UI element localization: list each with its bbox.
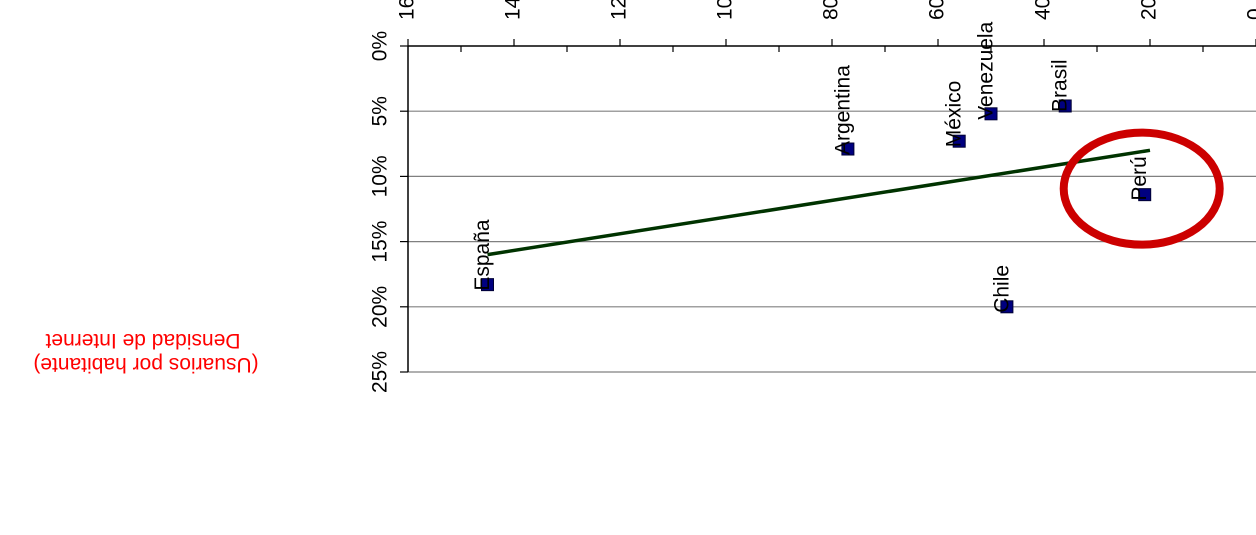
- data-point: [984, 107, 998, 121]
- x-tick-label: 10000: [714, 0, 737, 20]
- x-tick-label: 14000: [502, 0, 525, 20]
- data-point: [481, 278, 494, 292]
- y-tick-label: 20%: [369, 286, 392, 328]
- data-point: [1138, 188, 1152, 202]
- axes: [400, 39, 1256, 373]
- point-label: Perú: [1128, 156, 1151, 200]
- x-tick-label: 2000: [1138, 0, 1161, 20]
- point-label: Brasil: [1049, 59, 1072, 112]
- highlight-ellipse: [1059, 128, 1224, 249]
- y-tick-label: 0%: [369, 31, 392, 61]
- chart-rotated-frame: 0 2000 4000 6000 8000 10000 12000 14000 16000 0%…: [33, 0, 1256, 393]
- x-tick-label: 8000: [820, 0, 843, 20]
- trendline: [487, 148, 1151, 257]
- point-label: España: [471, 219, 494, 291]
- x-tick-label: 0: [1244, 8, 1256, 20]
- data-points: [481, 99, 1152, 314]
- x-tick-label: 16000: [396, 0, 419, 20]
- data-point: [952, 134, 966, 148]
- data-point: [1000, 300, 1014, 314]
- y-tick-label: 10%: [369, 155, 392, 197]
- point-label: Chile: [990, 265, 1013, 313]
- data-point: [841, 142, 855, 156]
- x-tick-label: 4000: [1032, 0, 1055, 20]
- y-tick-label: 15%: [369, 221, 392, 263]
- trendline-group: [487, 148, 1151, 257]
- axis-titles: PBI per cápitaUS$Densidad de Internet(Us…: [33, 329, 258, 376]
- y-tick-label: 5%: [369, 96, 392, 126]
- x-tick-label: 6000: [926, 0, 949, 20]
- y-axis-title: (Usuarios por habitante): [33, 353, 258, 376]
- y-axis-title: Densidad de Internet: [45, 329, 240, 352]
- y-tick-label: 25%: [369, 351, 392, 393]
- y-tick-labels: 0% 5% 10% 15% 20% 25%: [369, 31, 392, 393]
- point-label: Argentina: [831, 65, 854, 155]
- x-tick-label: 12000: [608, 0, 631, 20]
- point-label: México: [943, 81, 966, 148]
- point-labels: Perú Brasil Venezuela México Chile Argentina E…: [471, 21, 1151, 312]
- data-point: [1058, 99, 1072, 113]
- x-tick-labels: 0 2000 4000 6000 8000 10000 12000 14000 16000: [396, 0, 1256, 20]
- highlight-annotation: [1059, 128, 1224, 249]
- point-label: Venezuela: [975, 21, 998, 119]
